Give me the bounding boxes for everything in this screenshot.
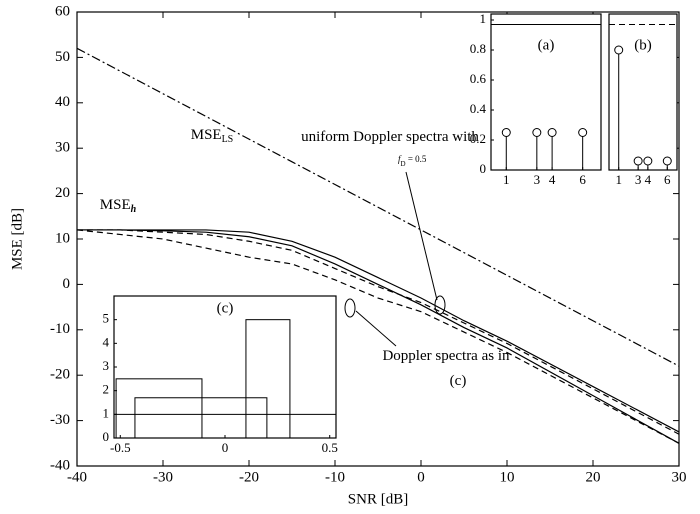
- y-tick-label: -20: [50, 367, 70, 383]
- series-line: [76, 229, 680, 444]
- x-tick-label: 0.5: [322, 440, 338, 455]
- x-tick-label: -40: [67, 469, 87, 485]
- annotation-text: uniform Doppler spectra with: [301, 129, 479, 145]
- y-tick-label: 0.4: [470, 101, 487, 116]
- annotation-text: Doppler spectra as in: [382, 348, 510, 364]
- axes-frame: [490, 13, 602, 171]
- stem-marker: [532, 128, 542, 137]
- series-line: [77, 229, 680, 433]
- annotation-text: MSE: [100, 197, 131, 213]
- annotation-text: f: [398, 154, 402, 164]
- arrow: [355, 310, 397, 347]
- annotation: Doppler spectra as in: [382, 348, 510, 364]
- annotation: uniform Doppler spectra with: [301, 129, 479, 145]
- y-tick-label: 10: [55, 230, 70, 246]
- y-tick-label: 40: [55, 94, 70, 110]
- inset-background: [609, 14, 677, 170]
- y-tick-label: 0: [103, 429, 110, 444]
- x-tick-label: -10: [325, 469, 345, 485]
- y-tick-label: 20: [55, 185, 70, 201]
- series-line: [77, 229, 680, 444]
- y-tick-label: 1: [480, 11, 487, 26]
- marker-ellipse: [344, 298, 356, 318]
- y-tick-label: 0: [63, 276, 71, 292]
- annotation-subscript: LS: [222, 134, 234, 145]
- y-tick-label: -10: [50, 321, 70, 337]
- annotation: MSEh: [100, 197, 137, 215]
- stem-marker: [633, 156, 643, 166]
- x-tick-label: 30: [672, 469, 687, 485]
- x-tick-label: -30: [153, 469, 173, 485]
- annotation: fD = 0.5: [398, 154, 427, 168]
- x-tick-label: 1: [615, 172, 622, 187]
- y-tick-label: 4: [103, 334, 110, 349]
- axes-frame: [113, 295, 337, 439]
- stem-marker: [662, 156, 672, 166]
- x-tick-label: -0.5: [110, 440, 131, 455]
- annotation-text: MSE: [191, 127, 222, 143]
- inset-label: (b): [634, 37, 652, 53]
- stem-marker: [501, 128, 511, 137]
- x-tick-label: 1: [503, 172, 510, 187]
- annotation-subscript: D: [401, 160, 406, 168]
- annotation-suffix: = 0.5: [406, 154, 427, 164]
- stem-marker: [578, 128, 588, 137]
- x-tick-label: 3: [635, 172, 642, 187]
- axes-frame: [608, 13, 678, 171]
- y-tick-label: 5: [103, 311, 110, 326]
- x-tick-label: 3: [534, 172, 541, 187]
- inset-label: (c): [217, 300, 234, 316]
- x-tick-label: 6: [664, 172, 671, 187]
- annotation: MSELS: [191, 127, 234, 145]
- x-tick-label: 4: [645, 172, 652, 187]
- inset-label: (a): [538, 37, 555, 53]
- y-tick-label: 0.2: [470, 131, 486, 146]
- y-axis-label: MSE [dB]: [9, 208, 25, 270]
- x-tick-label: 0: [417, 469, 425, 485]
- x-tick-label: 6: [579, 172, 586, 187]
- x-tick-label: -20: [239, 469, 259, 485]
- y-tick-label: -30: [50, 412, 70, 428]
- y-tick-label: 2: [103, 382, 110, 397]
- annotation: (c): [450, 373, 467, 389]
- axes-frame: [76, 11, 680, 467]
- stem-marker: [614, 45, 624, 55]
- x-tick-label: 0: [222, 440, 229, 455]
- y-tick-label: -40: [50, 457, 70, 473]
- x-axis-label: SNR [dB]: [348, 491, 408, 507]
- y-tick-label: 0.8: [470, 41, 486, 56]
- inset-background: [114, 296, 336, 438]
- series-line: [77, 229, 680, 435]
- stem-marker: [547, 128, 557, 137]
- y-tick-label: 3: [103, 358, 110, 373]
- y-tick-label: 60: [55, 3, 70, 19]
- y-tick-label: 1: [103, 405, 110, 420]
- series-line: [76, 47, 680, 367]
- x-tick-label: 4: [549, 172, 556, 187]
- x-tick-label: 10: [500, 469, 515, 485]
- y-tick-label: 30: [55, 140, 70, 156]
- y-tick-label: 50: [55, 49, 70, 65]
- y-tick-label: 0.6: [470, 71, 487, 86]
- marker-ellipse: [434, 295, 446, 315]
- x-tick-label: 20: [586, 469, 601, 485]
- annotation-text: (c): [450, 373, 467, 389]
- stem-marker: [643, 156, 653, 166]
- arrow: [405, 171, 438, 301]
- annotation-subscript: h: [131, 204, 137, 215]
- y-tick-label: 0: [480, 161, 487, 176]
